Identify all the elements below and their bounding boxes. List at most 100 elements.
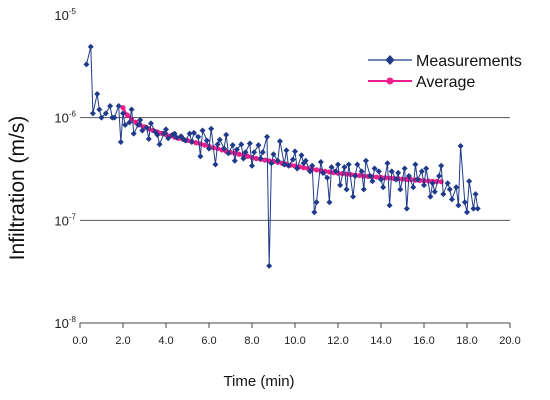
measurement-point (360, 186, 367, 193)
measurement-point (203, 137, 210, 144)
measurement-point (438, 162, 445, 169)
measurement-point (257, 155, 264, 162)
y-axis-title: Infiltration (m/s) (6, 116, 29, 261)
measurement-point (403, 205, 410, 212)
measurement-point (311, 209, 318, 216)
measurement-point (135, 121, 142, 128)
measurement-point (453, 184, 460, 191)
measurement-point (317, 158, 324, 165)
average-point (356, 172, 363, 179)
y-tick-label: 10-8 (54, 315, 76, 331)
average-series (120, 105, 444, 185)
measurement-point (186, 130, 193, 137)
measurement-point (195, 133, 202, 140)
measurement-point (212, 161, 219, 168)
measurement-point (470, 205, 477, 212)
measurement-point (98, 114, 105, 121)
measurement-point (401, 165, 408, 172)
measurement-point (343, 186, 350, 193)
measurement-point (229, 142, 236, 149)
average-point (202, 142, 208, 148)
measurement-point (362, 157, 369, 164)
measurement-point (352, 173, 359, 180)
measurement-point (341, 164, 348, 171)
measurement-point (332, 168, 339, 175)
measurement-point (264, 133, 271, 140)
average-point (253, 155, 259, 162)
measurement-point (145, 135, 152, 142)
measurement-point (197, 153, 204, 160)
measurement-point (313, 199, 320, 206)
measurement-point (429, 180, 436, 187)
average-point (438, 179, 444, 185)
average-point (124, 112, 130, 118)
measurement-point (457, 142, 464, 149)
measurement-point (231, 157, 238, 164)
x-tick-label: 18.0 (456, 335, 477, 347)
measurement-point (87, 43, 94, 50)
measurement-point (302, 157, 309, 164)
x-tick-label: 20.0 (499, 335, 520, 347)
measurement-point (130, 130, 137, 137)
measurement-point (386, 202, 393, 209)
x-tick-label: 6.0 (201, 335, 216, 347)
measurement-point (242, 149, 249, 156)
measurement-point (367, 173, 374, 180)
y-tick-label: 10-5 (54, 7, 76, 23)
measurement-point (94, 91, 101, 98)
measurement-point (246, 140, 253, 147)
measurement-point (298, 152, 305, 159)
measurement-point (345, 161, 352, 168)
legend-item-measurements: Measurements (368, 53, 522, 70)
x-tick-label: 2.0 (115, 335, 130, 347)
measurement-point (96, 106, 103, 113)
measurement-point (378, 176, 384, 183)
measurement-point (464, 209, 470, 216)
gridlines (80, 117, 510, 221)
measurement-point (380, 184, 387, 191)
measurement-point (214, 141, 221, 148)
measurement-point (165, 135, 172, 142)
diamond-marker-icon (385, 55, 395, 65)
tick-labels: 10-5 10-6 10-7 10-8 0.0 2.0 4.0 6.0 8.0 10.0 12.0 1… (54, 7, 520, 347)
measurement-point (354, 161, 361, 168)
measurement-point (208, 125, 215, 132)
measurement-point (249, 162, 255, 169)
measurement-point (126, 119, 133, 126)
measurement-point (350, 193, 357, 200)
measurement-point (466, 178, 473, 185)
measurement-point (233, 146, 240, 153)
measurement-point (122, 121, 129, 128)
measurement-point (421, 182, 427, 189)
measurement-point (188, 138, 195, 145)
measurement-point (199, 127, 206, 134)
measurement-point (444, 180, 451, 187)
measurement-point (393, 176, 400, 183)
measurement-point (395, 169, 402, 176)
measurement-point (371, 165, 378, 172)
axes (79, 322, 511, 328)
x-tick-label: 0.0 (72, 335, 87, 347)
measurement-point (309, 162, 316, 169)
measurement-point (89, 110, 96, 117)
measurement-point (221, 145, 228, 152)
x-tick-label: 8.0 (244, 335, 259, 347)
measurement-point (446, 186, 453, 193)
measurement-point (440, 191, 447, 198)
measurement-point (461, 199, 468, 206)
average-point (245, 153, 251, 159)
measurement-point (83, 61, 90, 68)
measurement-point (182, 137, 189, 144)
measurement-point (405, 173, 412, 180)
measurement-point (328, 164, 335, 171)
measurements-series (83, 43, 481, 269)
measurement-point (143, 124, 150, 131)
measurement-point (160, 130, 167, 137)
measurement-point (307, 168, 314, 175)
measurement-point (326, 199, 333, 206)
measurement-point (369, 178, 376, 185)
measurement-point (259, 149, 266, 156)
measurement-point (289, 156, 296, 163)
measurement-point (423, 165, 430, 172)
